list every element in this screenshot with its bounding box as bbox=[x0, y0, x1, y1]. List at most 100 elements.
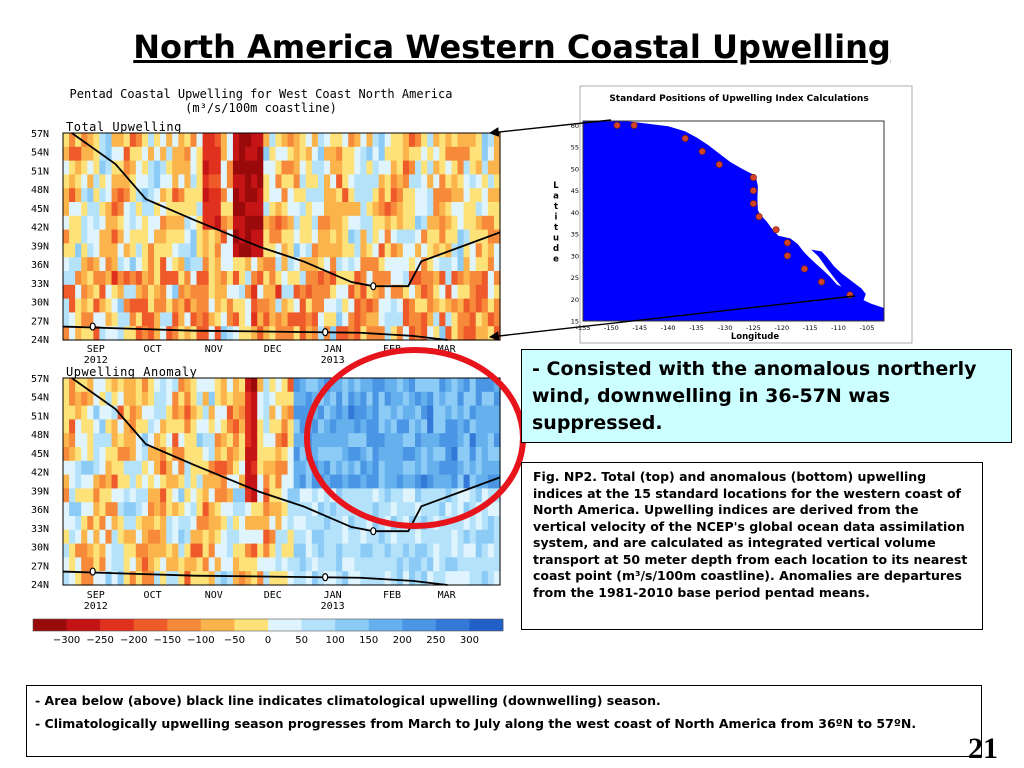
heatmap-cell bbox=[123, 312, 131, 327]
heatmap-cell bbox=[366, 405, 374, 420]
heatmap-cell bbox=[135, 215, 143, 231]
heatmap-cell bbox=[372, 502, 380, 517]
heatmap-cell bbox=[178, 378, 185, 393]
heatmap-cell bbox=[99, 516, 107, 531]
heatmap-cell bbox=[342, 271, 349, 286]
heatmap-cell bbox=[232, 160, 240, 175]
x-tick-label: 2013 bbox=[321, 601, 345, 612]
heatmap-cell bbox=[87, 243, 94, 258]
heatmap-cell bbox=[245, 160, 252, 175]
heatmap-cell bbox=[311, 271, 319, 286]
heatmap-cell bbox=[99, 447, 107, 462]
heatmap-cell bbox=[396, 447, 404, 462]
heatmap-cell bbox=[445, 405, 453, 420]
heatmap-cell bbox=[202, 243, 210, 258]
chart-title: Pentad Coastal Upwelling for West Coast … bbox=[70, 87, 453, 101]
heatmap-cell bbox=[81, 326, 88, 341]
heatmap-cell bbox=[178, 326, 185, 341]
heatmap-cell bbox=[415, 298, 422, 313]
heatmap-cell bbox=[129, 271, 137, 286]
heatmap-cell bbox=[372, 243, 380, 258]
heatmap-cell bbox=[427, 433, 434, 448]
heatmap-cell bbox=[330, 229, 337, 244]
heatmap-cell bbox=[123, 160, 131, 175]
heatmap-cell bbox=[190, 160, 198, 175]
heatmap-cell bbox=[123, 229, 131, 244]
heatmap-cell bbox=[287, 284, 295, 300]
heatmap-cell bbox=[463, 447, 471, 462]
heatmap-cell bbox=[160, 215, 167, 231]
heatmap-cell bbox=[463, 516, 471, 531]
heatmap-cell bbox=[287, 378, 295, 393]
heatmap-cell bbox=[75, 571, 82, 586]
heatmap-cell bbox=[111, 529, 119, 545]
station-marker bbox=[630, 121, 638, 129]
heatmap-cell bbox=[275, 460, 283, 476]
heatmap-cell bbox=[166, 460, 173, 476]
heatmap-cell bbox=[366, 447, 374, 462]
heatmap-cell bbox=[360, 460, 368, 476]
heatmap-cell bbox=[117, 488, 125, 503]
y-tick-label: 39N bbox=[31, 486, 49, 497]
heatmap-cell bbox=[190, 460, 198, 476]
heatmap-cell bbox=[269, 571, 277, 586]
heatmap-cell bbox=[184, 502, 192, 517]
heatmap-cell bbox=[463, 326, 471, 341]
heatmap-cell bbox=[323, 215, 331, 231]
heatmap-cell bbox=[493, 419, 501, 434]
plot-frame bbox=[62, 377, 501, 586]
heatmap-cell bbox=[196, 174, 204, 189]
map-x-tick: -110 bbox=[831, 324, 846, 332]
heatmap-cell bbox=[366, 516, 374, 531]
heatmap-cell bbox=[123, 419, 131, 434]
heatmap-cell bbox=[105, 174, 113, 189]
heatmap-cell bbox=[93, 529, 101, 545]
heatmap-cell bbox=[433, 571, 440, 586]
station-marker bbox=[772, 226, 780, 234]
heatmap-cell bbox=[463, 460, 471, 476]
heatmap-cell bbox=[372, 284, 380, 300]
heatmap-cell bbox=[75, 557, 82, 572]
heatmap-cell bbox=[433, 271, 440, 286]
heatmap-cell bbox=[421, 474, 428, 489]
heatmap-cell bbox=[63, 312, 70, 327]
heatmap-cell bbox=[172, 298, 179, 313]
heatmap-cell bbox=[69, 188, 76, 203]
heatmap-cell bbox=[323, 529, 331, 545]
colorbar-tick-label: 200 bbox=[393, 635, 412, 646]
map-ylabel-letter: d bbox=[553, 244, 559, 254]
heatmap-cell bbox=[384, 215, 392, 231]
heatmap-cell bbox=[63, 284, 70, 300]
heatmap-cell bbox=[172, 543, 179, 558]
heatmap-cell bbox=[257, 326, 264, 341]
heatmap-cell bbox=[196, 298, 204, 313]
heatmap-cell bbox=[172, 488, 179, 503]
heatmap-cell bbox=[232, 257, 240, 272]
heatmap-cell bbox=[111, 502, 119, 517]
heatmap-cell bbox=[220, 243, 228, 258]
heatmap-cell bbox=[445, 284, 453, 300]
colorbar-swatch bbox=[402, 619, 437, 631]
heatmap-cell bbox=[245, 502, 252, 517]
heatmap-cell bbox=[451, 433, 459, 448]
heatmap-cell bbox=[154, 215, 161, 231]
heatmap-cell bbox=[311, 474, 319, 489]
heatmap-cell bbox=[281, 312, 289, 327]
heatmap-cell bbox=[226, 133, 234, 148]
heatmap-cell bbox=[166, 419, 173, 434]
heatmap-cell bbox=[317, 188, 325, 203]
colorbar-swatch bbox=[200, 619, 235, 631]
heatmap-cell bbox=[226, 243, 234, 258]
heatmap-cell bbox=[445, 571, 453, 586]
heatmap-cell bbox=[493, 543, 501, 558]
heatmap-cell bbox=[147, 229, 155, 244]
heatmap-cell bbox=[481, 571, 489, 586]
heatmap-cell bbox=[305, 516, 313, 531]
heatmap-cell bbox=[263, 543, 270, 558]
heatmap-cell bbox=[123, 271, 131, 286]
heatmap-cell bbox=[311, 257, 319, 272]
heatmap-cell bbox=[451, 160, 459, 175]
heatmap-cell bbox=[81, 160, 88, 175]
heatmap-cell bbox=[147, 271, 155, 286]
heatmap-cell bbox=[275, 529, 283, 545]
